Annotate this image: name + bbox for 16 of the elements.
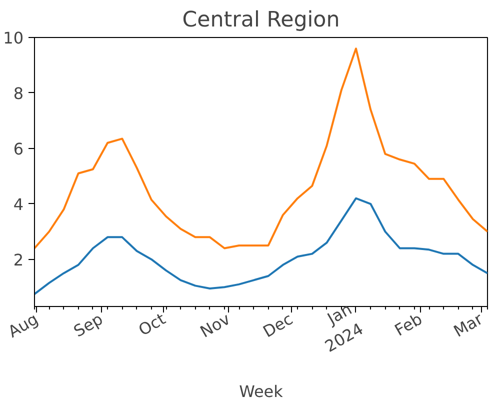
y-tick-label: 2 [13, 250, 24, 270]
x-tick-label: Feb [391, 309, 426, 340]
y-tick-label: 4 [13, 194, 24, 214]
x-tick-label: Oct [135, 309, 169, 340]
x-tick-label: Sep [70, 309, 106, 341]
y-tick-label: 6 [13, 139, 24, 158]
x-axis-title: Week [239, 382, 284, 402]
y-tick-label: 10 [3, 28, 24, 48]
y-tick-label: 8 [13, 84, 24, 103]
x-tick-label: Mar [450, 309, 486, 341]
line-series [34, 48, 488, 250]
x-tick-label: Aug [4, 309, 42, 342]
chart-title: Central Region [182, 8, 340, 32]
x-tick-label: Dec [260, 309, 296, 342]
line-series [34, 197, 488, 296]
x-tick-label: Nov [196, 309, 234, 342]
